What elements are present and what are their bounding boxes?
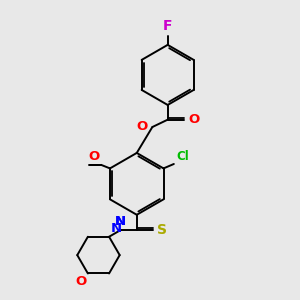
Text: O: O bbox=[188, 113, 200, 126]
Text: N: N bbox=[110, 222, 122, 235]
Text: N: N bbox=[115, 215, 126, 228]
Text: S: S bbox=[157, 223, 167, 237]
Text: O: O bbox=[88, 150, 100, 164]
Text: F: F bbox=[163, 19, 172, 32]
Text: Cl: Cl bbox=[176, 149, 189, 163]
Text: O: O bbox=[137, 120, 148, 133]
Text: N: N bbox=[115, 215, 126, 228]
Text: O: O bbox=[75, 275, 86, 288]
